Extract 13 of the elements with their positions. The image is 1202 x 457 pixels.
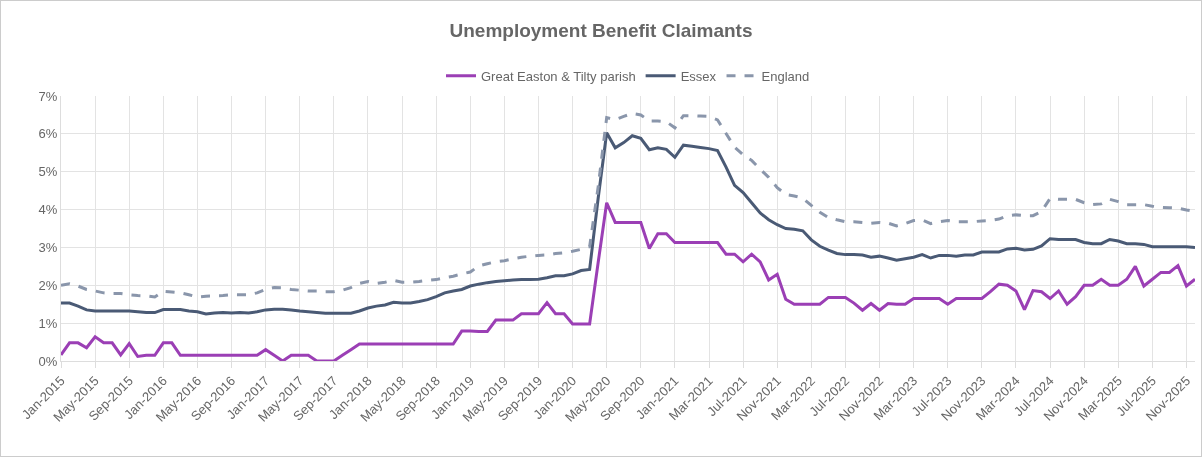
legend-label: England xyxy=(761,68,810,84)
y-tick-label: 3% xyxy=(38,239,58,255)
y-tick-label: 0% xyxy=(38,353,58,369)
legend-label: Essex xyxy=(680,68,717,84)
y-tick-label: 7% xyxy=(38,88,58,104)
chart-title: Unemployment Benefit Claimants xyxy=(449,20,753,42)
line-series xyxy=(61,131,1195,316)
y-tick-label: 5% xyxy=(38,164,58,180)
y-tick-label: 2% xyxy=(38,277,58,293)
legend-label: Great Easton & Tilty parish xyxy=(481,68,636,84)
y-tick-label: 6% xyxy=(38,126,58,142)
y-tick-label: 4% xyxy=(38,202,58,218)
y-tick-label: 1% xyxy=(38,315,58,331)
